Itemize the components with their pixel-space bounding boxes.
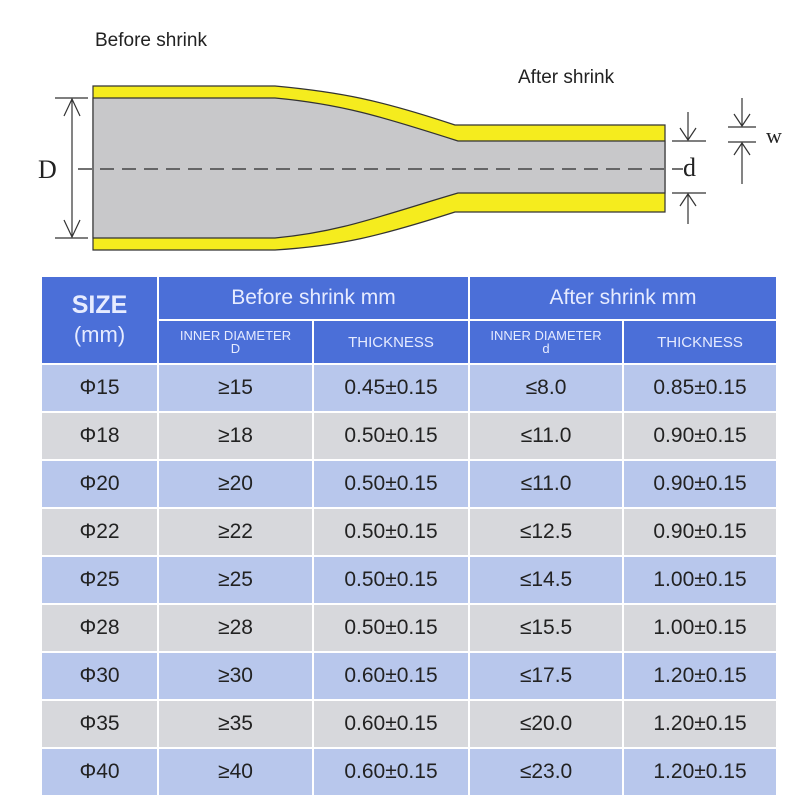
before-inner-diameter-cell: ≥35 <box>157 699 314 749</box>
outer-diameter-label: D <box>38 155 57 184</box>
after-inner-diameter-cell: ≤15.5 <box>468 603 625 653</box>
size-cell: Φ22 <box>40 507 159 557</box>
before-inner-diameter-cell: ≥15 <box>157 363 314 413</box>
before-inner-diameter-cell: ≥22 <box>157 507 314 557</box>
table-row: Φ15 ≥15 0.45±0.15 ≤8.0 0.85±0.15 <box>40 363 779 413</box>
before-thickness-cell: 0.60±0.15 <box>311 699 471 749</box>
before-thickness-cell: 0.50±0.15 <box>311 459 471 509</box>
size-cell: Φ40 <box>40 747 159 797</box>
table-row: Φ35 ≥35 0.60±0.15 ≤20.0 1.20±0.15 <box>40 699 779 749</box>
before-thickness-cell: 0.50±0.15 <box>311 603 471 653</box>
inner-diameter-label: d <box>683 153 696 183</box>
after-thickness-cell: 0.90±0.15 <box>622 411 779 461</box>
size-cell: Φ25 <box>40 555 159 605</box>
after-thickness-cell: 0.85±0.15 <box>622 363 779 413</box>
after-thickness-header: THICKNESS <box>622 319 779 365</box>
wall-thickness-label: w <box>766 123 782 148</box>
after-shrink-header: After shrink mm <box>468 275 779 321</box>
table-row: Φ20 ≥20 0.50±0.15 ≤11.0 0.90±0.15 <box>40 459 779 509</box>
before-thickness-cell: 0.45±0.15 <box>311 363 471 413</box>
size-cell: Φ20 <box>40 459 159 509</box>
after-inner-diameter-cell: ≤17.5 <box>468 651 625 701</box>
before-inner-diameter-cell: ≥20 <box>157 459 314 509</box>
size-header: SIZE (mm) <box>40 275 159 365</box>
after-inner-diameter-cell: ≤14.5 <box>468 555 625 605</box>
after-thickness-cell: 1.20±0.15 <box>622 747 779 797</box>
before-thickness-cell: 0.60±0.15 <box>311 747 471 797</box>
before-shrink-header: Before shrink mm <box>156 275 471 321</box>
after-thickness-cell: 0.90±0.15 <box>622 507 779 557</box>
table-row: Φ40 ≥40 0.60±0.15 ≤23.0 1.20±0.15 <box>40 747 779 797</box>
before-inner-diameter-cell: ≥28 <box>157 603 314 653</box>
before-thickness-cell: 0.60±0.15 <box>311 651 471 701</box>
before-inner-diameter-cell: ≥18 <box>157 411 314 461</box>
before-thickness-cell: 0.50±0.15 <box>311 411 471 461</box>
after-inner-diameter-cell: ≤11.0 <box>468 459 625 509</box>
after-thickness-cell: 1.20±0.15 <box>622 699 779 749</box>
wall-thickness-dimension <box>728 98 756 184</box>
table-row: Φ28 ≥28 0.50±0.15 ≤15.5 1.00±0.15 <box>40 603 779 653</box>
before-inner-diameter-cell: ≥25 <box>157 555 314 605</box>
shrink-tube-diagram <box>55 85 756 251</box>
after-inner-diameter-cell: ≤11.0 <box>468 411 625 461</box>
table-row: Φ22 ≥22 0.50±0.15 ≤12.5 0.90±0.15 <box>40 507 779 557</box>
size-cell: Φ15 <box>40 363 159 413</box>
before-inner-diameter-cell: ≥30 <box>157 651 314 701</box>
after-inner-diameter-cell: ≤12.5 <box>468 507 625 557</box>
before-thickness-cell: 0.50±0.15 <box>311 555 471 605</box>
table-row: Φ18 ≥18 0.50±0.15 ≤11.0 0.90±0.15 <box>40 411 779 461</box>
size-cell: Φ28 <box>40 603 159 653</box>
spec-table: SIZE (mm) Before shrink mm After shrink … <box>40 275 779 797</box>
after-thickness-cell: 1.00±0.15 <box>622 603 779 653</box>
before-inner-diameter-cell: ≥40 <box>157 747 314 797</box>
after-inner-diameter-cell: ≤23.0 <box>468 747 625 797</box>
after-shrink-label: After shrink <box>518 67 615 88</box>
before-thickness-header: THICKNESS <box>311 319 471 365</box>
tube-inner <box>92 97 666 239</box>
after-inner-diameter-header: INNER DIAMETER d <box>468 319 625 365</box>
outer-diameter-dimension <box>55 97 88 239</box>
table-row: Φ30 ≥30 0.60±0.15 ≤17.5 1.20±0.15 <box>40 651 779 701</box>
size-cell: Φ18 <box>40 411 159 461</box>
size-cell: Φ35 <box>40 699 159 749</box>
before-inner-diameter-header: INNER DIAMETER D <box>157 319 314 365</box>
before-shrink-label: Before shrink <box>95 30 207 51</box>
after-thickness-cell: 0.90±0.15 <box>622 459 779 509</box>
before-thickness-cell: 0.50±0.15 <box>311 507 471 557</box>
table-row: Φ25 ≥25 0.50±0.15 ≤14.5 1.00±0.15 <box>40 555 779 605</box>
size-cell: Φ30 <box>40 651 159 701</box>
inner-diameter-dimension <box>672 112 706 224</box>
after-thickness-cell: 1.20±0.15 <box>622 651 779 701</box>
after-thickness-cell: 1.00±0.15 <box>622 555 779 605</box>
after-inner-diameter-cell: ≤8.0 <box>468 363 625 413</box>
after-inner-diameter-cell: ≤20.0 <box>468 699 625 749</box>
